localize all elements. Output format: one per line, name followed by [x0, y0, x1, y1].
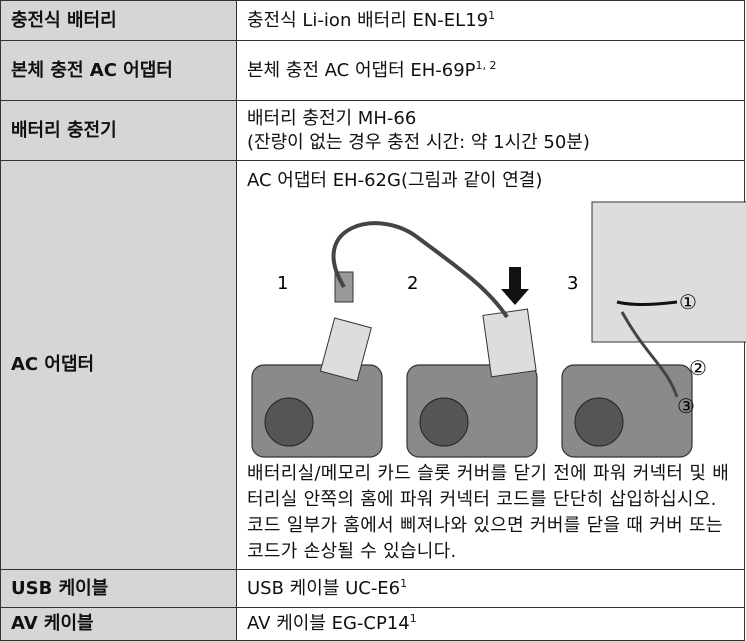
row-text: 충전식 Li-ion 배터리 EN-EL19 [247, 9, 489, 31]
table-row: USB 케이블 USB 케이블 UC-E61 [0, 569, 745, 608]
callout: ③ [677, 394, 695, 418]
step-number: 3 [567, 273, 578, 294]
row-content: AC 어댑터 EH-62G(그림과 같이 연결) [236, 160, 746, 570]
callout: ① [679, 290, 697, 314]
row-content: 충전식 Li-ion 배터리 EN-EL191 [236, 0, 745, 41]
parts [319, 201, 746, 382]
row-text: USB 케이블 UC-E6 [247, 577, 401, 599]
row-text: 본체 충전 AC 어댑터 EH-69P [247, 59, 476, 81]
footnote-ref: 1 [488, 8, 496, 22]
row-label: 배터리 충전기 [0, 100, 237, 161]
footnote-ref: 1 [400, 576, 408, 590]
row-text: (잔량이 없는 경우 충전 시간: 약 1시간 50분) [247, 131, 590, 153]
lenses [264, 397, 624, 447]
row-label: AC 어댑터 [0, 160, 237, 570]
row-text: 배터리 충전기 MH-66 [247, 107, 417, 129]
table-row: AV 케이블 AV 케이블 EG-CP141 [0, 607, 745, 641]
camera-illustrations [251, 364, 693, 458]
row-description: 배터리실/메모리 카드 슬롯 커버를 닫기 전에 파워 커넥터 및 배터리실 안… [247, 463, 730, 562]
table-row: 배터리 충전기 배터리 충전기 MH-66 (잔량이 없는 경우 충전 시간: 약… [0, 100, 745, 161]
row-content: USB 케이블 UC-E61 [236, 569, 745, 608]
step-number: 1 [277, 273, 288, 294]
row-label: AV 케이블 [0, 607, 237, 641]
footnote-ref: 1, 2 [475, 58, 497, 72]
table-row: AC 어댑터 AC 어댑터 EH-62G(그림과 같이 연결) [0, 160, 746, 570]
table-row: 본체 충전 AC 어댑터 본체 충전 AC 어댑터 EH-69P1, 2 [0, 40, 745, 101]
table-row: 충전식 배터리 충전식 Li-ion 배터리 EN-EL191 [0, 0, 745, 41]
step-number: 2 [407, 273, 418, 294]
row-label: USB 케이블 [0, 569, 237, 608]
footnote-ref: 1 [409, 612, 417, 625]
arrow [616, 300, 678, 306]
connection-figure: 1 2 3 ① ② ③ [251, 201, 746, 458]
arrow [501, 267, 529, 305]
row-label: 충전식 배터리 [0, 0, 237, 41]
row-label: 본체 충전 AC 어댑터 [0, 40, 237, 101]
row-content: 배터리 충전기 MH-66 (잔량이 없는 경우 충전 시간: 약 1시간 50분… [236, 100, 745, 161]
row-content: AV 케이블 EG-CP141 [236, 607, 745, 641]
row-content: 본체 충전 AC 어댑터 EH-69P1, 2 [236, 40, 745, 101]
row-text: AC 어댑터 EH-62G(그림과 같이 연결) [247, 170, 543, 191]
callout: ② [689, 356, 707, 380]
row-text: AV 케이블 EG-CP14 [247, 613, 410, 634]
